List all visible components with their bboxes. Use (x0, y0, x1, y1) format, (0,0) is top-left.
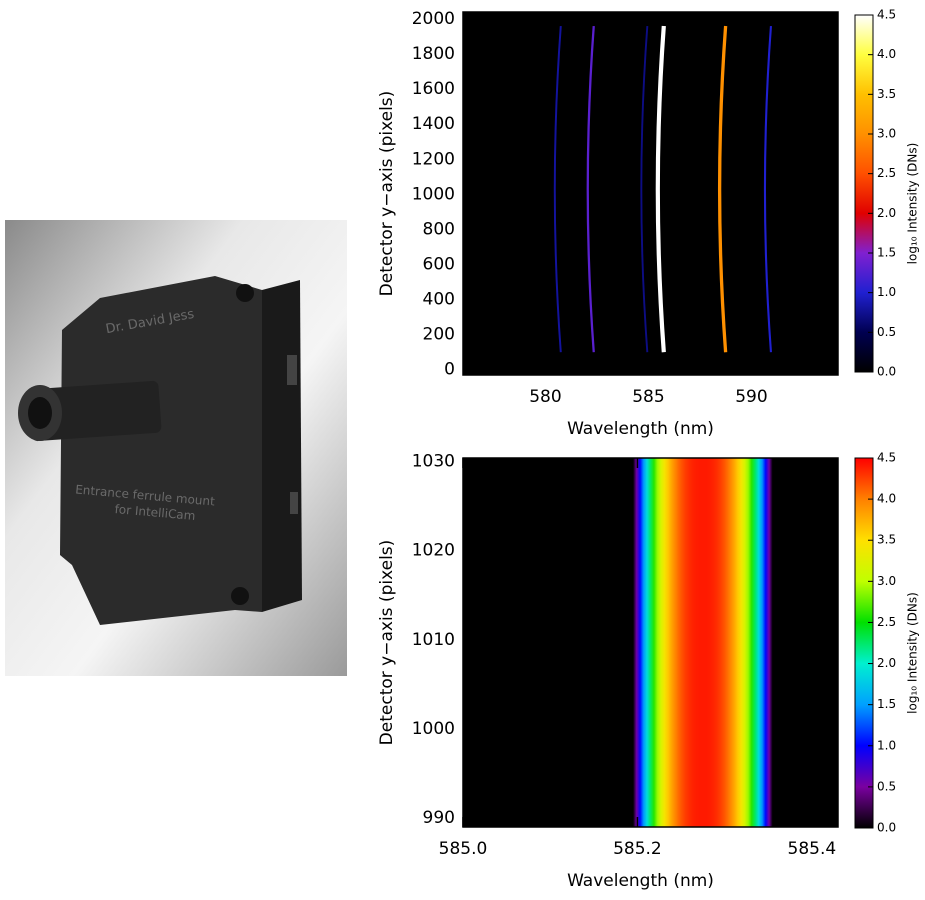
tube-hole (28, 397, 52, 429)
box-side (262, 280, 302, 612)
y-axis-label: Detector y−axis (pixels) (377, 540, 397, 746)
colorbar-label: log₁₀ Intensity (DNs) (906, 592, 920, 714)
x-tick-label: 585 (632, 387, 664, 407)
colorbar-tick-label: 2.0 (877, 206, 896, 220)
y-tick-label: 800 (423, 219, 455, 239)
colorbar-tick-label: 4.5 (877, 451, 896, 465)
clip (290, 492, 298, 514)
colorbar-tick-label: 1.5 (877, 246, 896, 260)
photo: Dr. David Jess Entrance ferrule mount fo… (5, 220, 347, 676)
spectral-line (586, 25, 595, 353)
y-tick-label: 0 (444, 360, 455, 380)
ferrule-tube (28, 380, 162, 442)
image-background (463, 12, 838, 375)
image-content (553, 25, 772, 353)
x-tick-label: 585.4 (788, 839, 837, 859)
x-tick-label: 590 (735, 387, 767, 407)
colorbar-tick-label: 2.0 (877, 656, 896, 670)
spectral-line (763, 25, 772, 353)
y-tick-label: 1400 (412, 114, 455, 134)
colorbar-tick-label: 2.5 (877, 166, 896, 180)
colorbar-tick-label: 4.0 (877, 47, 896, 61)
y-tick-label: 1020 (412, 541, 455, 561)
x-axis-label: Wavelength (nm) (567, 419, 714, 439)
colorbar-tick-label: 3.0 (877, 127, 896, 141)
y-tick-label: 1010 (412, 630, 455, 650)
box-front (60, 276, 262, 625)
colorbar-tick-label: 0.0 (877, 821, 896, 835)
x-tick-label: 585.0 (439, 839, 488, 859)
axes-frame (462, 11, 839, 376)
colorbar-tick-label: 1.0 (877, 738, 896, 752)
x-tick-label: 585.2 (613, 839, 662, 859)
screw (231, 587, 249, 605)
y-tick-label: 990 (423, 808, 455, 828)
y-axis-label: Detector y−axis (pixels) (377, 91, 397, 297)
y-tick-label: 1000 (412, 184, 455, 204)
y-tick-label: 1000 (412, 719, 455, 739)
y-tick-label: 2000 (412, 9, 455, 29)
y-tick-label: 600 (423, 255, 455, 275)
colorbar-tick-label: 2.5 (877, 615, 896, 629)
y-tick-label: 1030 (412, 452, 455, 472)
spectral-line (640, 25, 649, 353)
image-content (633, 458, 773, 827)
axes-frame (462, 457, 839, 828)
colorbar-label: log₁₀ Intensity (DNs) (906, 143, 920, 265)
colorbar-tick-label: 3.0 (877, 574, 896, 588)
x-tick-label: 580 (529, 387, 561, 407)
colorbar-tick-label: 4.0 (877, 492, 896, 506)
colorbar-tick-label: 4.5 (877, 8, 896, 22)
colorbar-tick-label: 0.5 (877, 779, 896, 793)
colorbar-tick-label: 3.5 (877, 87, 896, 101)
colorbar-tick-label: 0.5 (877, 325, 896, 339)
colorbar-tick-label: 0.0 (877, 365, 896, 379)
colorbar (854, 457, 874, 829)
y-tick-label: 400 (423, 290, 455, 310)
y-tick-label: 200 (423, 325, 455, 345)
spectral-band (633, 458, 773, 827)
y-tick-label: 1200 (412, 149, 455, 169)
spectral-line (553, 25, 562, 353)
colorbar-tick-label: 3.5 (877, 533, 896, 547)
clip (287, 355, 297, 385)
y-tick-label: 1600 (412, 79, 455, 99)
y-tick-label: 1800 (412, 44, 455, 64)
screw (236, 284, 254, 302)
colorbar-tick-label: 1.0 (877, 285, 896, 299)
spectral-line (717, 25, 728, 353)
spectral-line (655, 25, 666, 353)
x-axis-label: Wavelength (nm) (567, 871, 714, 891)
colorbar-tick-label: 1.5 (877, 697, 896, 711)
colorbar (854, 14, 874, 373)
